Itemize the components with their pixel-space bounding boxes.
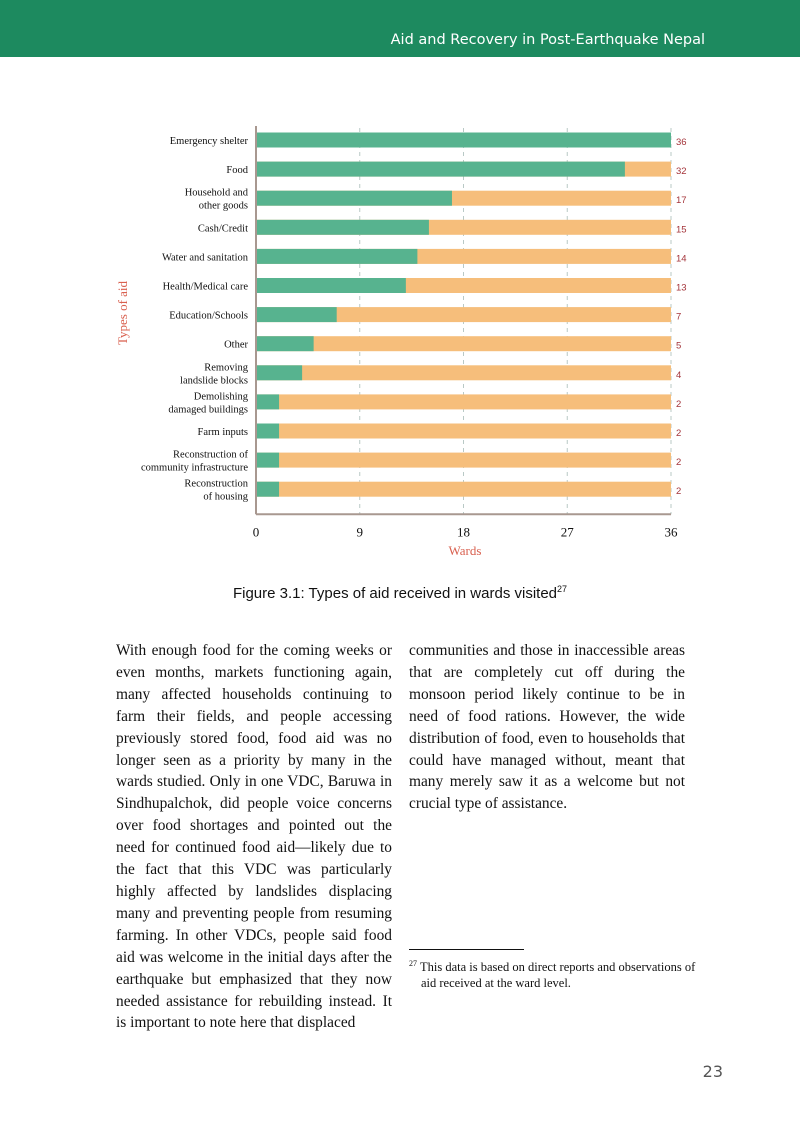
y-axis-title: Types of aid bbox=[115, 280, 130, 345]
bar bbox=[256, 336, 314, 352]
bar bbox=[256, 423, 280, 439]
page-header: Aid and Recovery in Post-Earthquake Nepa… bbox=[0, 0, 800, 57]
data-label: 4 bbox=[676, 370, 681, 381]
bar bbox=[256, 190, 452, 206]
x-tick-label: 0 bbox=[253, 524, 260, 539]
bar-remainder bbox=[256, 307, 671, 323]
footnote-divider bbox=[409, 949, 524, 950]
body-column-right: communities and those in inaccessible ar… bbox=[409, 642, 685, 813]
x-tick-label: 18 bbox=[457, 524, 470, 539]
bar bbox=[256, 219, 429, 235]
data-label: 14 bbox=[676, 253, 687, 264]
category-label: Water and sanitation bbox=[162, 252, 249, 263]
figure-caption: Figure 3.1: Types of aid received in war… bbox=[0, 584, 800, 602]
bar-remainder bbox=[256, 452, 671, 468]
category-label: Cash/Credit bbox=[198, 223, 248, 234]
category-label: Demolishing bbox=[194, 391, 249, 402]
footnote: 27 This data is based on direct reports a… bbox=[409, 956, 701, 991]
data-label: 32 bbox=[676, 166, 687, 177]
category-label: Emergency shelter bbox=[170, 136, 249, 147]
category-label: community infrastructure bbox=[141, 463, 248, 474]
category-label: Farm inputs bbox=[198, 427, 248, 438]
bar bbox=[256, 365, 303, 381]
data-label: 5 bbox=[676, 341, 681, 352]
bar bbox=[256, 452, 280, 468]
category-label: other goods bbox=[199, 201, 248, 212]
category-label: Food bbox=[226, 165, 248, 176]
bar bbox=[256, 248, 418, 264]
data-label: 36 bbox=[676, 137, 687, 148]
data-label: 2 bbox=[676, 457, 681, 468]
category-label: Reconstruction bbox=[184, 479, 248, 490]
x-tick-label: 27 bbox=[561, 524, 575, 539]
caption-text: Figure 3.1: Types of aid received in war… bbox=[232, 585, 558, 602]
bar-remainder bbox=[256, 481, 671, 497]
category-label: damaged buildings bbox=[168, 404, 248, 415]
bar bbox=[256, 161, 625, 177]
category-label: Removing bbox=[204, 362, 248, 373]
running-title: Aid and Recovery in Post-Earthquake Nepa… bbox=[390, 32, 705, 48]
bar bbox=[256, 307, 337, 323]
category-label: landslide blocks bbox=[180, 375, 248, 386]
data-label: 15 bbox=[676, 224, 687, 235]
category-label: Household and bbox=[185, 188, 249, 199]
data-label: 13 bbox=[676, 283, 687, 294]
data-label: 2 bbox=[676, 428, 681, 439]
x-tick-label: 36 bbox=[665, 524, 679, 539]
category-label: Education/Schools bbox=[169, 311, 248, 322]
body-column-left: With enough food for the coming weeks or… bbox=[116, 642, 392, 1032]
page-number: 23 bbox=[702, 1062, 723, 1081]
category-label: Reconstruction of bbox=[173, 450, 248, 461]
data-label: 2 bbox=[676, 399, 681, 410]
caption-footnote-ref[interactable]: 27 bbox=[557, 584, 568, 594]
bar-remainder bbox=[256, 336, 671, 352]
bar-remainder bbox=[256, 365, 671, 381]
bar bbox=[256, 132, 671, 148]
x-axis-title: Wards bbox=[449, 543, 482, 558]
bar bbox=[256, 394, 280, 410]
footnote-text: This data is based on direct reports and… bbox=[420, 960, 696, 991]
bar bbox=[256, 481, 280, 497]
category-label: Other bbox=[224, 340, 248, 351]
data-label: 2 bbox=[676, 486, 681, 497]
category-label: Health/Medical care bbox=[163, 282, 249, 293]
bar-remainder bbox=[256, 423, 671, 439]
bar-remainder bbox=[256, 394, 671, 410]
x-tick-label: 9 bbox=[357, 524, 364, 539]
bar bbox=[256, 278, 406, 293]
category-label: of housing bbox=[203, 492, 248, 503]
data-label: 17 bbox=[676, 195, 687, 206]
data-label: 7 bbox=[676, 312, 681, 323]
footnote-number: 27 bbox=[409, 959, 417, 968]
